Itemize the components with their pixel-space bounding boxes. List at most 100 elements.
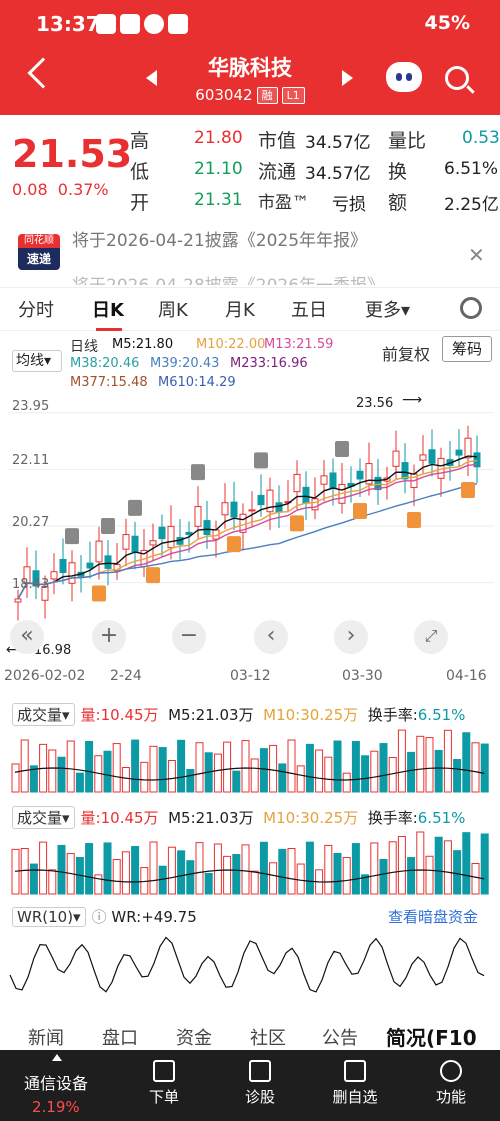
tab-daily-k[interactable]: 日K — [92, 300, 124, 321]
volume-indicator-select[interactable]: 成交量▾ — [12, 703, 75, 726]
diagnose-button[interactable]: 诊股 — [244, 1088, 275, 1106]
robot-assistant-icon[interactable] — [386, 62, 422, 92]
tab-announcements[interactable]: 公告 — [322, 1028, 358, 1049]
volume-bar — [397, 729, 406, 793]
stock-code: 603042 — [195, 86, 253, 104]
ma610-label: M610:14.29 — [158, 375, 236, 390]
tab-news[interactable]: 新闻 — [28, 1028, 64, 1049]
rewind-icon[interactable]: « — [10, 620, 44, 654]
remove-watchlist-button[interactable]: 删自选 — [332, 1088, 378, 1106]
next-stock-icon[interactable] — [342, 70, 353, 86]
tab-profile-f10[interactable]: 简况(F10 — [386, 1026, 477, 1050]
volume-bar — [278, 848, 287, 895]
volume-bar — [121, 851, 130, 895]
volume-chart[interactable] — [6, 726, 496, 794]
kline-chart[interactable] — [0, 394, 500, 664]
adjust-mode[interactable]: 前复权 — [382, 345, 431, 364]
volume-bar — [103, 842, 112, 895]
max-price-label: 23.56 — [356, 396, 394, 411]
candle-body — [455, 449, 463, 456]
candle-body — [68, 562, 76, 584]
tab-community[interactable]: 社区 — [250, 1028, 286, 1049]
change-value: 0.08 — [12, 180, 48, 199]
volume-bar — [85, 843, 94, 895]
candle-body — [50, 571, 58, 580]
prev-stock-icon[interactable] — [146, 70, 157, 86]
candle-body — [131, 535, 139, 553]
high-label: 高 — [130, 130, 150, 152]
diagnose-icon[interactable] — [249, 1060, 271, 1082]
order-button[interactable]: 下单 — [148, 1088, 179, 1106]
volume-bar — [131, 739, 140, 793]
high-value: 21.80 — [194, 128, 243, 148]
volume-bar — [416, 735, 425, 793]
volume-indicator-select-2[interactable]: 成交量▾ — [12, 806, 75, 829]
volume-bar — [305, 841, 314, 895]
candle-body — [464, 437, 472, 459]
tab-monthly-k[interactable]: 月K — [225, 300, 255, 321]
buy-marker — [254, 452, 268, 469]
menu-icon[interactable] — [440, 1060, 462, 1082]
candle-body — [167, 525, 175, 549]
tab-orderbook[interactable]: 盘口 — [102, 1028, 138, 1049]
scroll-left-icon[interactable]: ‹ — [254, 620, 288, 654]
volume-bar — [342, 856, 351, 895]
level-tag: L1 — [281, 87, 305, 104]
zoom-in-icon[interactable]: + — [92, 620, 126, 654]
volume-bar — [94, 874, 103, 895]
volume-bar — [66, 740, 75, 793]
order-icon[interactable] — [153, 1060, 175, 1082]
sector-name[interactable]: 通信设备 — [24, 1074, 89, 1093]
settings-icon[interactable] — [460, 297, 482, 319]
ma38-label: M38:20.46 — [70, 356, 140, 371]
candle-body — [428, 449, 436, 464]
scroll-right-icon[interactable]: › — [334, 620, 368, 654]
wr-chart[interactable] — [6, 930, 496, 1000]
turnover-label: 换 — [388, 161, 408, 183]
tab-funds[interactable]: 资金 — [176, 1028, 212, 1049]
dark-pool-link[interactable]: 查看暗盘资金 — [388, 908, 479, 926]
tab-more[interactable]: 更多▾ — [365, 300, 411, 321]
volume-bar — [241, 844, 250, 895]
volume-bar — [121, 767, 130, 793]
tab-intraday[interactable]: 分时 — [18, 300, 54, 321]
mktcap-value: 34.57亿 — [305, 133, 371, 153]
expand-up-icon[interactable] — [52, 1054, 62, 1061]
close-icon[interactable]: ✕ — [468, 243, 485, 267]
candle-body — [311, 498, 319, 511]
ma13-line — [17, 463, 478, 600]
tab-five-day[interactable]: 五日 — [291, 300, 327, 321]
volume-bar — [131, 846, 140, 895]
candle-body — [32, 570, 40, 587]
volume-bar — [361, 755, 370, 793]
candle-body — [419, 454, 427, 461]
zoom-out-icon[interactable]: − — [172, 620, 206, 654]
candle-body — [257, 494, 265, 506]
ma39-line — [17, 482, 478, 600]
volume-bar — [333, 740, 342, 793]
candle-body — [104, 555, 112, 569]
volume-bar — [416, 831, 425, 895]
fullscreen-icon[interactable]: ⤢ — [414, 620, 448, 654]
volume-bar — [305, 743, 314, 793]
x-tick-label: 03-12 — [230, 668, 271, 684]
wr-indicator-select[interactable]: WR(10)▾ — [12, 907, 86, 927]
volume-bar — [453, 850, 462, 895]
volume-bar — [20, 848, 29, 895]
volume-bar — [204, 872, 213, 895]
remove-watchlist-icon[interactable] — [344, 1060, 366, 1082]
ma377-label: M377:15.48 — [70, 375, 148, 390]
volume-chart-2[interactable] — [6, 828, 496, 896]
tab-weekly-k[interactable]: 周K — [158, 300, 188, 321]
volume-bar — [232, 854, 241, 895]
help-icon[interactable]: ⓘ — [91, 908, 107, 926]
indicator-select[interactable]: 均线▾ — [12, 350, 62, 372]
volume-bar — [149, 745, 158, 793]
float-value: 34.57亿 — [305, 164, 371, 184]
change-percent: 0.37% — [57, 180, 109, 199]
notice-line[interactable]: 将于2026-04-21披露《2025年年报》 — [72, 231, 368, 251]
search-icon[interactable] — [445, 66, 469, 90]
notice-line-next[interactable]: 将于2026-04-28披露《2026年一季报》 — [72, 271, 384, 285]
function-button[interactable]: 功能 — [435, 1088, 466, 1106]
chip-distribution-button[interactable]: 筹码 — [442, 336, 492, 362]
